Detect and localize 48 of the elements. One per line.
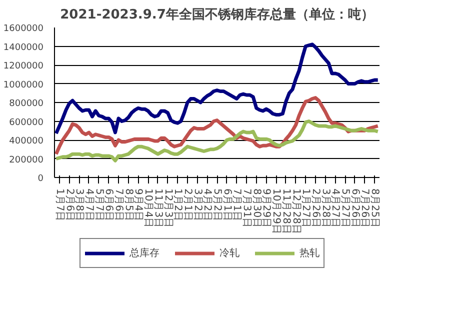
x-tick-label: 4月7日 bbox=[83, 188, 94, 222]
y-tick-label: 1600000 bbox=[3, 24, 44, 34]
x-tick-label: 10月29日 bbox=[270, 188, 282, 234]
x-tick-label: 1月2日 bbox=[172, 188, 184, 222]
x-tick-label: 6月26日 bbox=[349, 188, 360, 228]
x-tick-label: 2月26日 bbox=[310, 188, 321, 228]
x-tick-label: 5月7日 bbox=[93, 188, 104, 222]
x-tick-label: 12月28日 bbox=[290, 188, 302, 234]
x-tick-label: 3月2日 bbox=[192, 188, 203, 222]
y-tick-label: 1200000 bbox=[3, 62, 44, 72]
x-tick-label: 3月28日 bbox=[320, 188, 331, 228]
legend-label: 冷轧 bbox=[220, 247, 240, 260]
x-tick-label: 5月27日 bbox=[340, 188, 351, 228]
x-tick-label: 1月27日 bbox=[300, 188, 312, 228]
x-tick-label: 2月1日 bbox=[182, 188, 193, 222]
x-tick-label: 7月26日 bbox=[359, 188, 370, 228]
x-tick-label: 7月1日 bbox=[231, 188, 242, 222]
x-tick-label: 7月6日 bbox=[113, 188, 124, 222]
x-tick-label: 1月7日 bbox=[54, 188, 65, 222]
x-tick-label: 4月2日 bbox=[202, 188, 213, 222]
line-series bbox=[54, 120, 380, 162]
x-tick-label: 11月28日 bbox=[280, 188, 292, 234]
x-tick-label: 12月3日 bbox=[162, 188, 174, 228]
x-tick-label: 4月27日 bbox=[330, 188, 341, 228]
x-tick-label: 8月25日 bbox=[369, 188, 380, 228]
x-tick-label: 10月4日 bbox=[142, 188, 154, 228]
y-tick-label: 200000 bbox=[9, 155, 44, 166]
y-tick-label: 600000 bbox=[9, 118, 44, 128]
x-tick-label: 9月4日 bbox=[132, 188, 144, 222]
x-tick-label: 8月30日 bbox=[250, 188, 262, 228]
y-tick-label: 1000000 bbox=[3, 80, 44, 90]
y-tick-label: 1400000 bbox=[3, 42, 44, 53]
y-tick-label: 400000 bbox=[9, 136, 44, 146]
y-tick-label: 0 bbox=[38, 174, 44, 184]
x-tick-label: 5月2日 bbox=[212, 188, 222, 222]
x-tick-label: 11月3日 bbox=[152, 188, 164, 228]
x-tick-label: 9月29日 bbox=[260, 188, 272, 228]
legend-label: 热轧 bbox=[300, 247, 320, 260]
chart-title: 2021-2023.9.7年全国不锈钢库存总量（单位：吨） bbox=[60, 6, 374, 22]
line-series bbox=[54, 42, 380, 136]
x-tick-label: 6月6日 bbox=[103, 188, 114, 222]
x-tick-label: 2月6日 bbox=[64, 188, 75, 222]
y-tick-label: 800000 bbox=[9, 99, 44, 109]
legend-label: 总库存 bbox=[130, 246, 160, 260]
x-tick-label: 8月5日 bbox=[122, 188, 134, 222]
x-tick-label: 7月31日 bbox=[241, 188, 252, 228]
x-tick-label: 3月8日 bbox=[74, 188, 85, 222]
x-tick-label: 6月1日 bbox=[221, 188, 232, 222]
